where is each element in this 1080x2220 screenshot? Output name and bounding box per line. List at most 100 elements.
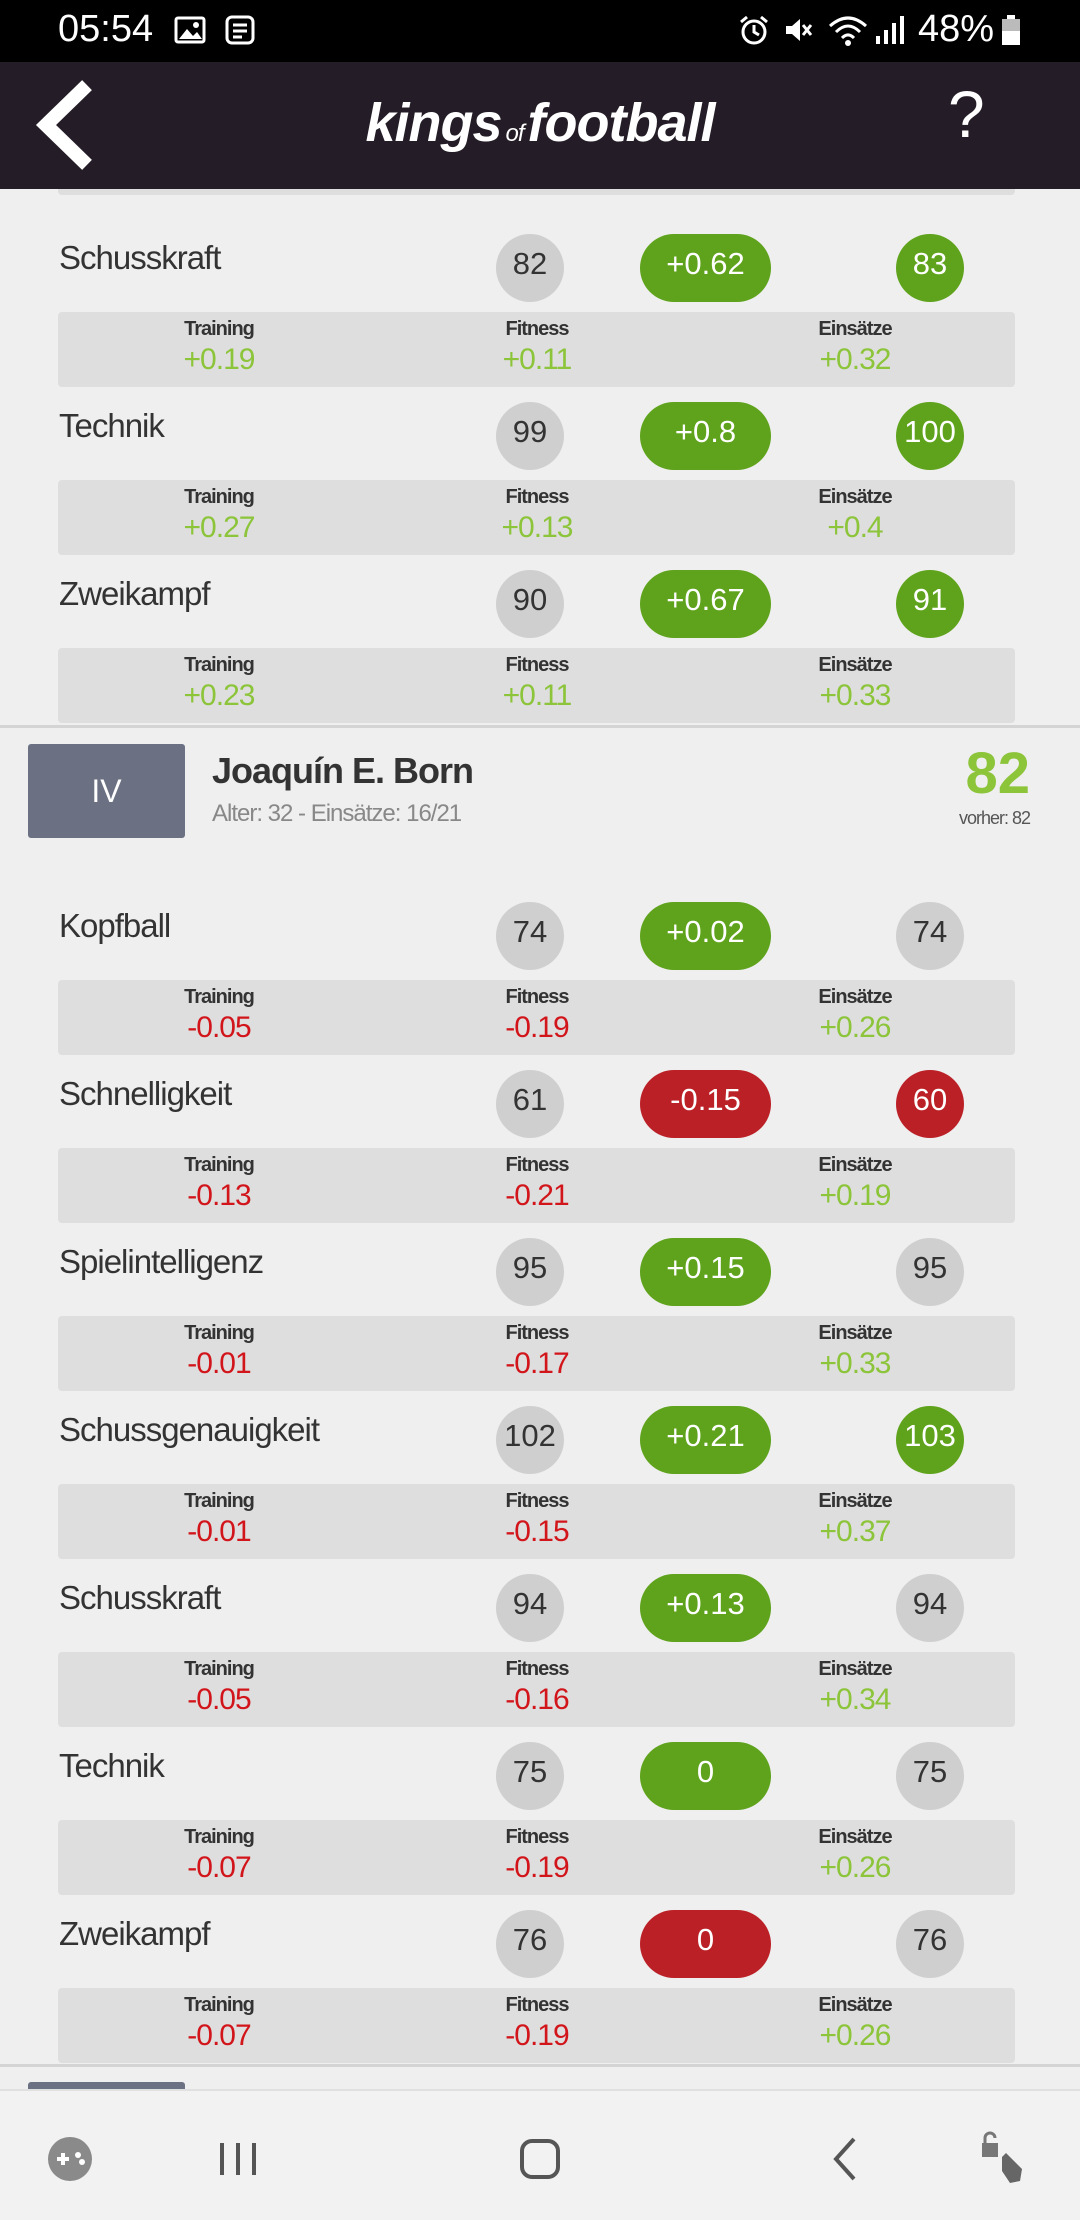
chevron-left-icon[interactable] [30, 80, 100, 170]
fitness-col: Fitness -0.15 [437, 1490, 637, 1549]
stat-row: Schusskraft 94 +0.13 94 Training -0.05 Fitness… [0, 1544, 1080, 1727]
old-value: 94 [496, 1574, 564, 1642]
mute-icon [786, 19, 813, 41]
einsaetze-label: Einsätze [818, 486, 892, 508]
assistant-lock-icon[interactable] [976, 2129, 1036, 2189]
delta-pill: +0.02 [640, 902, 771, 970]
message-icon [225, 15, 255, 45]
delta-pill: +0.13 [640, 1574, 771, 1642]
training-col: Training -0.05 [119, 986, 319, 1045]
app-header: kings offootball ? [0, 62, 1080, 189]
einsaetze-value: +0.4 [827, 511, 883, 544]
einsaetze-col: Einsätze +0.26 [755, 986, 955, 1045]
fitness-label: Fitness [505, 1490, 569, 1512]
einsaetze-value: +0.33 [819, 1347, 892, 1380]
nav-back-icon[interactable] [816, 2129, 876, 2189]
help-icon[interactable]: ? [948, 77, 985, 151]
fitness-label: Fitness [505, 1322, 569, 1344]
stat-name: Schusskraft [59, 239, 221, 276]
divider [0, 2064, 1080, 2067]
training-col: Training -0.07 [119, 1994, 319, 2053]
previous-rating: vorher: 82 [958, 808, 1031, 828]
old-value: 95 [496, 1238, 564, 1306]
new-value: 91 [896, 570, 964, 638]
old-value: 82 [496, 234, 564, 302]
training-col: Training -0.13 [119, 1154, 319, 1213]
fitness-col: Fitness -0.21 [437, 1154, 637, 1213]
stat-name: Schussgenauigkeit [59, 1411, 320, 1448]
new-value: 103 [896, 1406, 964, 1474]
new-value: 76 [896, 1910, 964, 1978]
training-label: Training [184, 1994, 255, 2016]
battery-icon [1002, 15, 1020, 45]
fitness-label: Fitness [505, 654, 569, 676]
training-value: +0.23 [183, 679, 256, 712]
stat-row: Spielintelligenz 95 +0.15 95 Training -0.01 Fi… [0, 1208, 1080, 1391]
einsaetze-label: Einsätze [818, 1490, 892, 1512]
training-value: -0.05 [187, 1683, 251, 1716]
fitness-col: Fitness -0.19 [437, 1994, 637, 2053]
detail-box: Training -0.05 Fitness -0.16 Einsätze +0.34 [58, 1652, 1015, 1727]
stat-row: Technik 99 +0.8 100 Training +0.27 Fitness +0.1… [0, 372, 1080, 555]
status-bar: 05:54 48% [0, 0, 1080, 62]
old-value: 74 [496, 902, 564, 970]
fitness-label: Fitness [505, 1154, 569, 1176]
battery-percent: 48% [918, 8, 995, 50]
detail-box: Training +0.23 Fitness +0.11 Einsätze +0.33 [58, 648, 1015, 723]
stat-name: Zweikampf [59, 575, 211, 612]
delta-pill: 0 [640, 1910, 771, 1978]
fitness-value: +0.11 [502, 679, 573, 712]
stat-name: Schnelligkeit [59, 1075, 232, 1112]
training-label: Training [184, 1658, 255, 1680]
stat-row: Schussgenauigkeit 102 +0.21 103 Training -0.0… [0, 1376, 1080, 1559]
training-col: Training -0.07 [119, 1826, 319, 1885]
logo-kings: kings [365, 93, 502, 153]
game-launcher-icon[interactable] [40, 2129, 100, 2189]
new-value: 94 [896, 1574, 964, 1642]
einsaetze-col: Einsätze +0.33 [755, 654, 955, 713]
home-icon[interactable] [510, 2129, 570, 2189]
einsaetze-col: Einsätze +0.33 [755, 1322, 955, 1381]
fitness-col: Fitness +0.11 [437, 318, 637, 377]
fitness-value: -0.21 [505, 1179, 569, 1212]
training-value: -0.01 [187, 1347, 251, 1380]
einsaetze-col: Einsätze +0.26 [755, 1826, 955, 1885]
training-col: Training +0.23 [119, 654, 319, 713]
fitness-col: Fitness +0.13 [437, 486, 637, 545]
stat-name: Spielintelligenz [59, 1243, 264, 1280]
next-position-badge [28, 2082, 185, 2089]
player-card-header[interactable]: IV Joaquín E. Born Alter: 32 - Einsätze:… [0, 728, 1080, 838]
clock: 05:54 [58, 8, 154, 50]
training-value: +0.19 [183, 343, 256, 376]
fitness-col: Fitness -0.17 [437, 1322, 637, 1381]
delta-pill: +0.62 [640, 234, 771, 302]
fitness-label: Fitness [505, 486, 569, 508]
stat-row: Zweikampf 76 0 76 Training -0.07 Fitness -0.19 E… [0, 1880, 1080, 2063]
alarm-icon [740, 15, 768, 45]
new-value: 100 [896, 402, 964, 470]
content-area[interactable]: Schusskraft 82 +0.62 83 Training +0.19 Fitness… [0, 189, 1080, 2089]
fitness-value: -0.15 [505, 1515, 569, 1548]
einsaetze-label: Einsätze [818, 1322, 892, 1344]
einsaetze-label: Einsätze [818, 1658, 892, 1680]
detail-box-partial [58, 189, 1015, 195]
divider [0, 725, 1080, 728]
player-name: Joaquín E. Born [212, 750, 474, 791]
old-value: 75 [496, 1742, 564, 1810]
fitness-value: -0.19 [505, 1011, 569, 1044]
einsaetze-value: +0.26 [819, 1011, 892, 1044]
training-label: Training [184, 1322, 255, 1344]
fitness-col: Fitness -0.19 [437, 1826, 637, 1885]
fitness-value: +0.11 [502, 343, 573, 376]
training-col: Training -0.01 [119, 1490, 319, 1549]
stat-name: Schusskraft [59, 1579, 221, 1616]
fitness-value: -0.17 [505, 1347, 569, 1380]
delta-pill: -0.15 [640, 1070, 771, 1138]
recents-icon[interactable] [208, 2129, 268, 2189]
training-col: Training +0.19 [119, 318, 319, 377]
training-label: Training [184, 1154, 255, 1176]
old-value: 99 [496, 402, 564, 470]
stat-row: Kopfball 74 +0.02 74 Training -0.05 Fitness -0.… [0, 872, 1080, 1055]
stat-name: Technik [59, 1747, 165, 1784]
einsaetze-label: Einsätze [818, 1154, 892, 1176]
